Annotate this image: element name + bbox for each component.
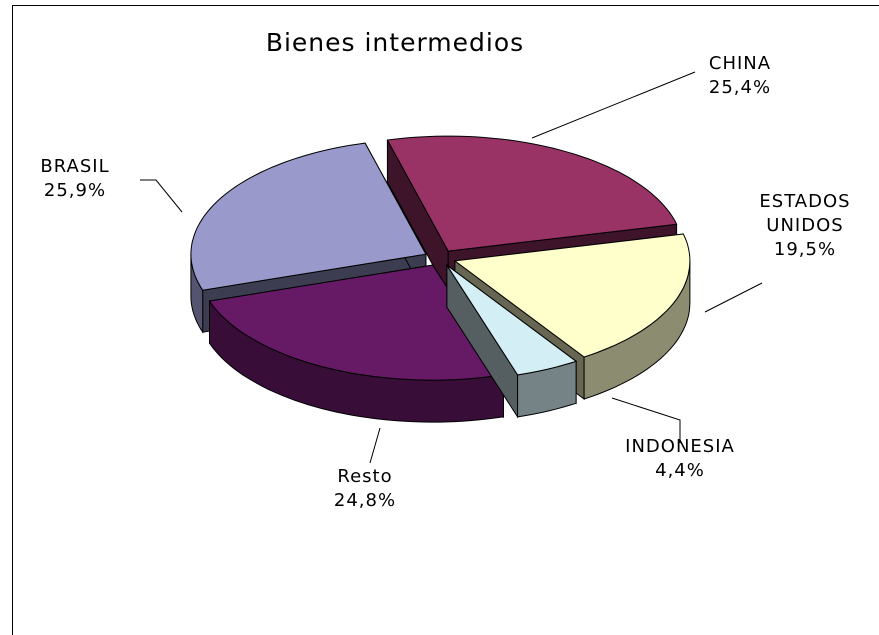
leader-line bbox=[704, 282, 763, 313]
leader-line bbox=[140, 179, 183, 213]
slice-label: ESTADOS UNIDOS 19,5% bbox=[750, 190, 860, 262]
slice-top bbox=[386, 135, 678, 252]
slice-label: CHINA 25,4% bbox=[680, 52, 800, 100]
slice-top bbox=[446, 264, 578, 376]
pie-slice bbox=[446, 263, 578, 419]
value-label: 19,5% bbox=[773, 239, 837, 260]
chart-frame bbox=[12, 5, 879, 635]
slice-label: INDONESIA 4,4% bbox=[595, 435, 765, 483]
category-label: INDONESIA bbox=[625, 436, 735, 457]
chart-title: Bienes intermedios bbox=[265, 28, 525, 57]
slice-label: BRASIL 25,9% bbox=[15, 155, 135, 203]
value-label: 25,9% bbox=[43, 180, 107, 201]
value-label: 25,4% bbox=[708, 77, 772, 98]
category-label: ESTADOS UNIDOS bbox=[759, 191, 851, 236]
category-label: Resto bbox=[337, 466, 393, 487]
slice-top bbox=[208, 264, 505, 381]
category-label: CHINA bbox=[708, 53, 772, 74]
value-label: 24,8% bbox=[333, 490, 397, 511]
leader-line bbox=[369, 427, 381, 464]
chart bbox=[140, 71, 763, 464]
leader-line bbox=[531, 71, 696, 139]
category-label: BRASIL bbox=[40, 156, 110, 177]
leader-line bbox=[611, 397, 681, 443]
slice-top bbox=[190, 142, 427, 291]
slice-top bbox=[453, 233, 691, 358]
value-label: 4,4% bbox=[655, 460, 705, 481]
slice-label: Resto 24,8% bbox=[305, 465, 425, 513]
page: {"chart_data": {"type": "pie", "title": … bbox=[12, 5, 879, 635]
